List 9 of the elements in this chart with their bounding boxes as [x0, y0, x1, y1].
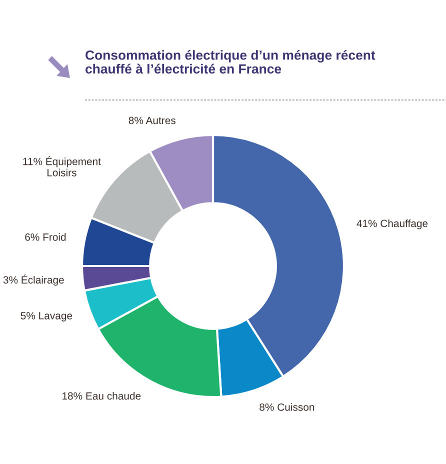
chart-title: Consommation électrique d’un ménage récent chauffé à l’électricité en France [86, 50, 376, 74]
slice-label: 5% Lavage [20, 312, 72, 322]
slice-label: 18% Eau chaude [62, 392, 141, 400]
slice-label: 3% Éclairage [3, 274, 64, 286]
slice-label: 11% Équipement Loisirs [23, 156, 101, 176]
slice-label: 41% Chauffage [356, 219, 428, 230]
slice-label: 6% Froid [25, 233, 66, 241]
slice-label: 8% Autres [128, 116, 176, 124]
slice-label: 8% Cuisson [260, 403, 314, 411]
